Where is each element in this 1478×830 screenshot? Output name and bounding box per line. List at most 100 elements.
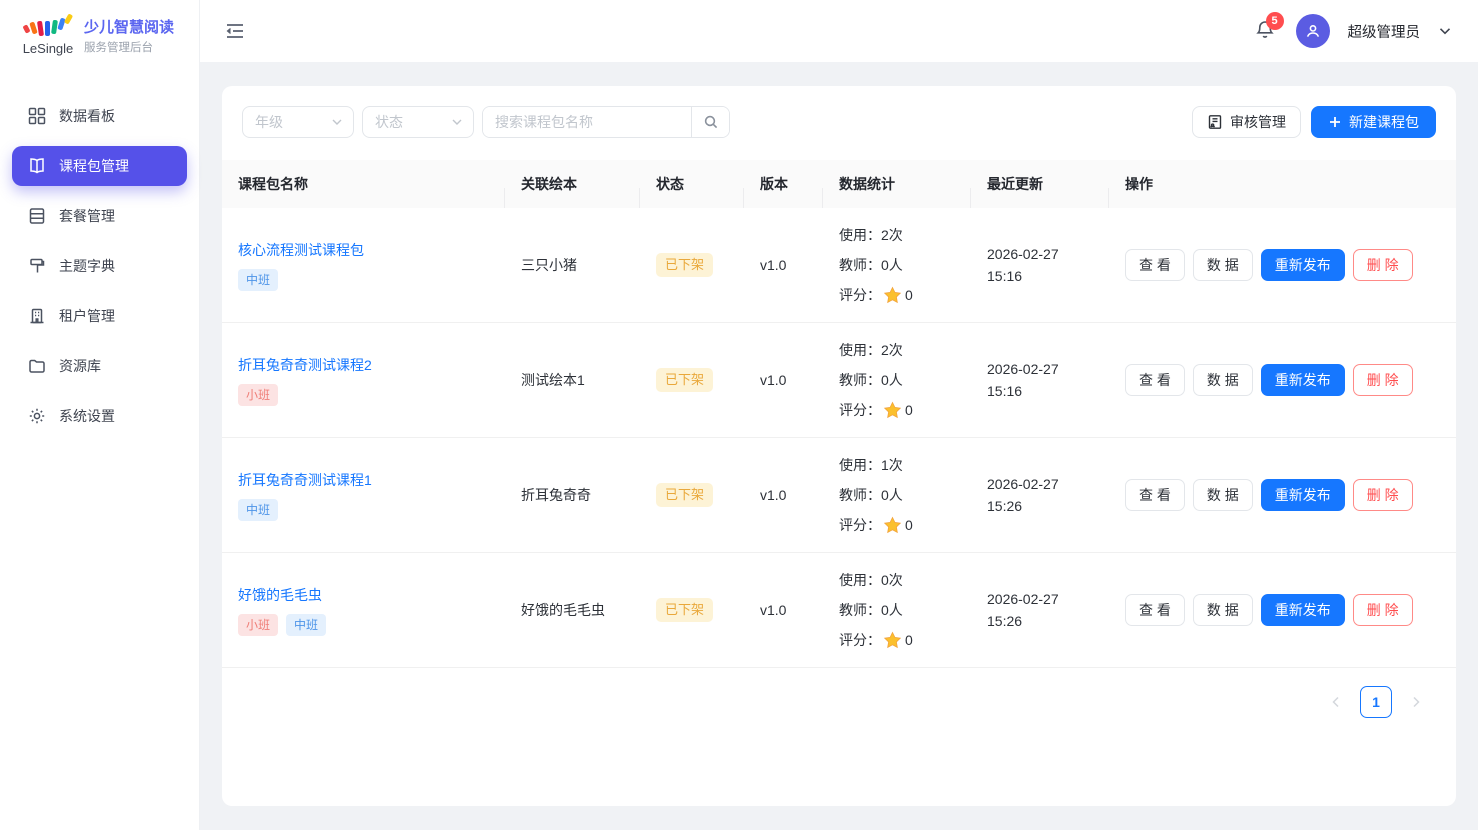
data-button[interactable]: 数 据 (1192, 594, 1253, 626)
table-header-row: 课程包名称 关联绘本 状态 版本 数据统计 最近更新 操作 (222, 160, 1456, 208)
chevron-down-icon (331, 116, 343, 128)
teachers-label: 教师： (839, 372, 881, 388)
sidebar-item-course-packages[interactable]: 课程包管理 (12, 146, 187, 186)
sidebar-item-label: 数据看板 (59, 108, 115, 124)
sidebar-item-label: 资源库 (59, 358, 101, 374)
republish-button[interactable]: 重新发布 (1260, 594, 1345, 626)
view-button[interactable]: 查 看 (1125, 364, 1185, 396)
pagination: 1 (222, 668, 1456, 718)
audit-management-button[interactable]: 审核管理 (1192, 106, 1301, 138)
rating-label: 评分： (839, 402, 881, 418)
linked-book-name: 好饿的毛毛虫 (521, 602, 605, 618)
usage-label: 使用： (839, 457, 881, 473)
brand: LeSingle 少儿智慧阅读 服务管理后台 (0, 0, 199, 70)
usage-label: 使用： (839, 572, 881, 588)
sidebar-item-theme-dictionary[interactable]: 主题字典 (12, 246, 187, 286)
grade-tag: 中班 (286, 613, 327, 636)
column-header-stats: 数据统计 (823, 174, 971, 208)
star-icon (883, 401, 902, 420)
data-button[interactable]: 数 据 (1192, 249, 1253, 281)
notification-count-badge: 5 (1265, 12, 1284, 30)
sidebar-item-label: 租户管理 (59, 308, 115, 324)
data-button[interactable]: 数 据 (1192, 479, 1253, 511)
column-header-version: 版本 (744, 174, 823, 208)
sidebar-item-plans[interactable]: 套餐管理 (12, 196, 187, 236)
view-button[interactable]: 查 看 (1125, 479, 1185, 511)
updated-time: 15:26 (987, 498, 1023, 514)
course-package-name-link[interactable]: 好饿的毛毛虫 (238, 586, 322, 603)
pagination-page-1[interactable]: 1 (1360, 686, 1392, 718)
column-header-updated: 最近更新 (971, 174, 1109, 208)
pagination-prev-icon[interactable] (1320, 686, 1352, 718)
delete-button[interactable]: 删 除 (1352, 594, 1413, 626)
theme-dict-icon (28, 257, 46, 275)
column-header-name: 课程包名称 (222, 174, 505, 208)
sidebar-collapse-icon[interactable] (224, 20, 246, 42)
sidebar: LeSingle 少儿智慧阅读 服务管理后台 数据看板 课程包管理 (0, 0, 200, 830)
version: v1.0 (760, 257, 787, 273)
brand-subtitle: 服务管理后台 (84, 41, 153, 54)
user-avatar[interactable] (1295, 14, 1330, 48)
grade-filter-select[interactable]: 年级 (242, 106, 354, 138)
rating-value: 0 (905, 402, 913, 418)
chevron-down-icon[interactable] (1438, 24, 1452, 38)
audit-button-label: 审核管理 (1230, 114, 1286, 130)
notification-bell-icon[interactable]: 5 (1254, 12, 1284, 43)
teachers-value: 0人 (881, 257, 903, 273)
republish-button[interactable]: 重新发布 (1260, 364, 1345, 396)
search-icon[interactable] (691, 107, 729, 137)
star-icon (883, 286, 902, 305)
tenant-icon (28, 307, 46, 325)
search-input[interactable] (483, 107, 691, 137)
version: v1.0 (760, 602, 787, 618)
grade-tag: 小班 (238, 383, 279, 406)
course-package-name-link[interactable]: 折耳兔奇奇测试课程2 (238, 356, 372, 373)
column-header-actions: 操作 (1125, 176, 1153, 192)
sidebar-item-settings[interactable]: 系统设置 (12, 396, 187, 436)
create-course-package-button[interactable]: 新建课程包 (1311, 106, 1436, 138)
sidebar-item-resources[interactable]: 资源库 (12, 346, 187, 386)
table-row: 好饿的毛毛虫 小班 中班 好饿的毛毛虫 已下架 v1.0 使用： 0次 教师： 0人… (222, 553, 1456, 668)
view-button[interactable]: 查 看 (1125, 249, 1185, 281)
usage-label: 使用： (839, 227, 881, 243)
search-box (482, 106, 730, 138)
sidebar-item-label: 套餐管理 (59, 208, 115, 224)
grade-filter-placeholder: 年级 (255, 114, 283, 130)
pagination-next-icon[interactable] (1400, 686, 1432, 718)
teachers-label: 教师： (839, 487, 881, 503)
settings-icon (28, 407, 46, 425)
sidebar-item-dashboard[interactable]: 数据看板 (12, 96, 187, 136)
delete-button[interactable]: 删 除 (1352, 249, 1413, 281)
status-filter-placeholder: 状态 (375, 114, 403, 130)
republish-button[interactable]: 重新发布 (1260, 479, 1345, 511)
usage-label: 使用： (839, 342, 881, 358)
updated-date: 2026-02-27 (987, 591, 1059, 607)
delete-button[interactable]: 删 除 (1352, 364, 1413, 396)
usage-value: 1次 (881, 457, 903, 473)
linked-book-name: 三只小猪 (521, 257, 577, 273)
sidebar-item-tenants[interactable]: 租户管理 (12, 296, 187, 336)
usage-value: 2次 (881, 342, 903, 358)
star-icon (883, 516, 902, 535)
updated-date: 2026-02-27 (987, 246, 1059, 262)
rating-value: 0 (905, 517, 913, 533)
view-button[interactable]: 查 看 (1125, 594, 1185, 626)
status-filter-select[interactable]: 状态 (362, 106, 474, 138)
rating-value: 0 (905, 632, 913, 648)
data-button[interactable]: 数 据 (1192, 364, 1253, 396)
course-package-name-link[interactable]: 核心流程测试课程包 (238, 241, 364, 258)
table-row: 核心流程测试课程包 中班 三只小猪 已下架 v1.0 使用： 2次 教师： 0人 评… (222, 208, 1456, 323)
course-package-name-link[interactable]: 折耳兔奇奇测试课程1 (238, 471, 372, 488)
user-name: 超级管理员 (1347, 24, 1421, 41)
teachers-value: 0人 (881, 372, 903, 388)
teachers-label: 教师： (839, 602, 881, 618)
sidebar-item-label: 主题字典 (59, 258, 115, 274)
status-badge: 已下架 (656, 483, 714, 507)
updated-time: 15:16 (987, 383, 1023, 399)
delete-button[interactable]: 删 除 (1352, 479, 1413, 511)
republish-button[interactable]: 重新发布 (1260, 249, 1345, 281)
brand-title: 少儿智慧阅读 (84, 18, 175, 36)
status-badge: 已下架 (656, 368, 714, 392)
star-icon (883, 631, 902, 650)
create-button-label: 新建课程包 (1349, 114, 1419, 130)
